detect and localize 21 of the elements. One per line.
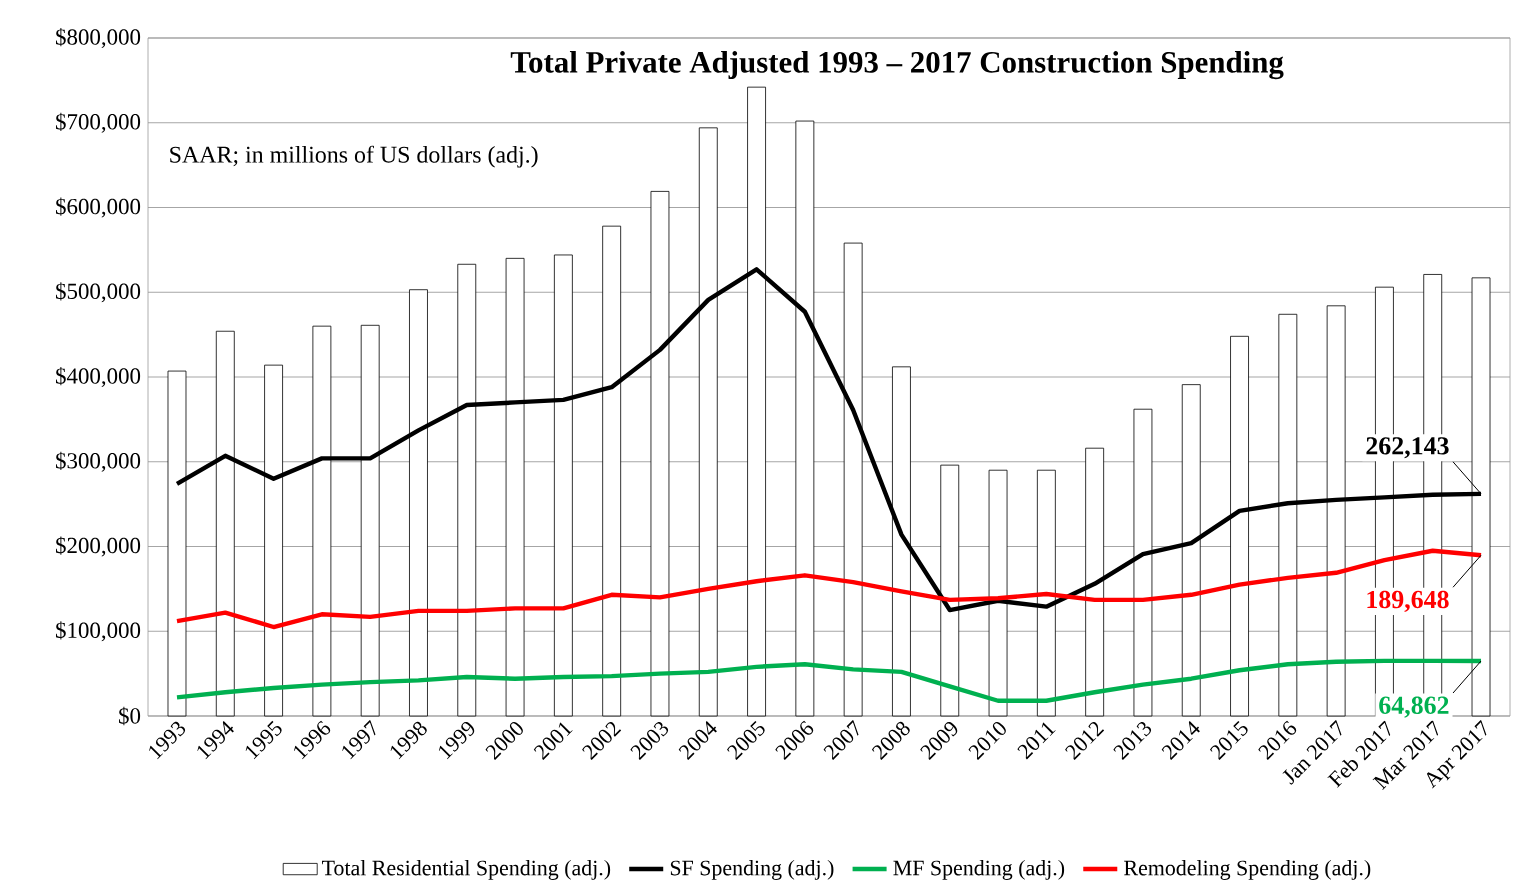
y-tick-label: $400,000 (56, 366, 141, 387)
y-tick-label: $700,000 (56, 112, 141, 133)
y-tick-label: $300,000 (56, 451, 141, 472)
y-tick-label: $500,000 (56, 282, 141, 303)
y-tick-label: $600,000 (56, 197, 141, 218)
y-tick-label: $800,000 (56, 27, 141, 48)
annotation: 262,143 (1366, 437, 1449, 459)
annotation: 64,862 (1379, 696, 1449, 718)
annotation: 189,648 (1367, 590, 1449, 612)
x-tick-label: 1999 (438, 721, 475, 760)
text: SAAR; in millions of US dollars (adj.) (170, 145, 538, 168)
line-series (174, 548, 1484, 630)
chart-title: Total Private Adjusted 1993 – 2017 Construction Spending (510, 50, 1284, 80)
y-tick-label: $0 (119, 706, 141, 726)
legend-label: SF Spending (adj.) (670, 859, 834, 880)
legend-label: Remodeling Spending (adj.) (1124, 859, 1371, 880)
legend-label: MF Spending (adj.) (893, 859, 1065, 880)
y-tick-label: $200,000 (56, 536, 141, 557)
legend-label: Total Residential Spending (adj.) (322, 859, 611, 880)
x-tick-label: 2011 (1017, 722, 1056, 760)
y-tick-label: $100,000 (56, 621, 141, 642)
